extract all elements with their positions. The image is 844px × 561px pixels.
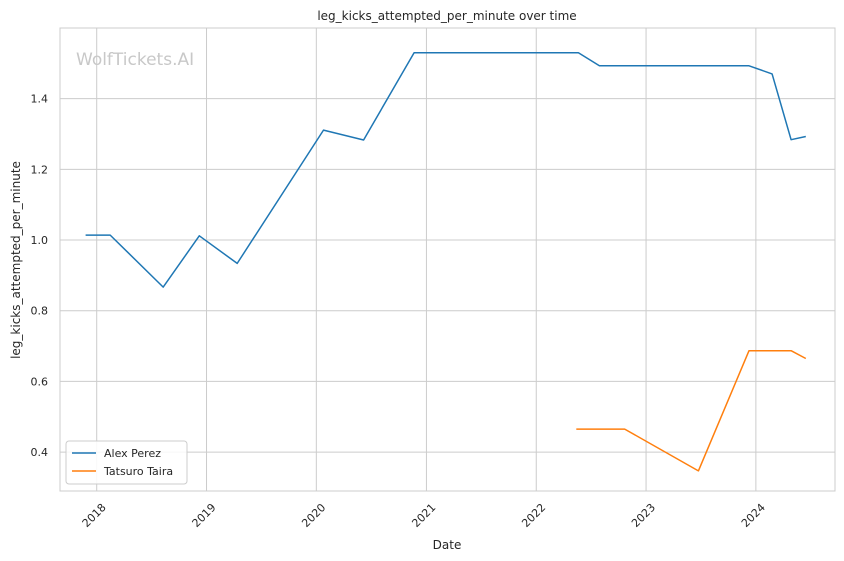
x-tick-labels: 2018 2019 2020 2021 2022 2023 2024 — [80, 501, 768, 530]
x-tick-label: 2020 — [299, 501, 328, 530]
x-axis-label: Date — [433, 538, 462, 552]
x-tick-label: 2018 — [80, 501, 109, 530]
y-axis-label: leg_kicks_attempted_per_minute — [9, 161, 23, 359]
legend-box — [65, 440, 188, 485]
x-tick-label: 2023 — [629, 501, 658, 530]
legend-label-tatsuro-taira: Tatsuro Taira — [103, 465, 173, 478]
y-tick-label: 0.6 — [31, 375, 49, 388]
y-tick-label: 0.8 — [31, 305, 49, 318]
series-layer — [85, 51, 807, 472]
y-tick-label: 1.2 — [31, 163, 49, 176]
y-tick-labels: 0.4 0.6 0.8 1.0 1.2 1.4 — [31, 93, 49, 459]
x-tick-label: 2022 — [519, 501, 548, 530]
series-line-tatsuro-taira — [576, 349, 807, 472]
plot-frame — [59, 27, 836, 492]
x-tick-label: 2021 — [409, 501, 438, 530]
chart-title: leg_kicks_attempted_per_minute over time — [317, 9, 576, 23]
legend-label-alex-perez: Alex Perez — [104, 447, 161, 460]
grid — [60, 28, 835, 491]
x-tick-label: 2019 — [190, 501, 219, 530]
watermark-logo: WolfTickets.AI — [76, 50, 194, 70]
y-tick-label: 0.4 — [31, 446, 49, 459]
series-line-alex-perez — [85, 51, 806, 288]
legend: Alex Perez Tatsuro Taira — [65, 440, 188, 485]
y-tick-label: 1.4 — [31, 93, 49, 106]
y-tick-label: 1.0 — [31, 234, 49, 247]
x-tick-label: 2024 — [739, 501, 768, 530]
